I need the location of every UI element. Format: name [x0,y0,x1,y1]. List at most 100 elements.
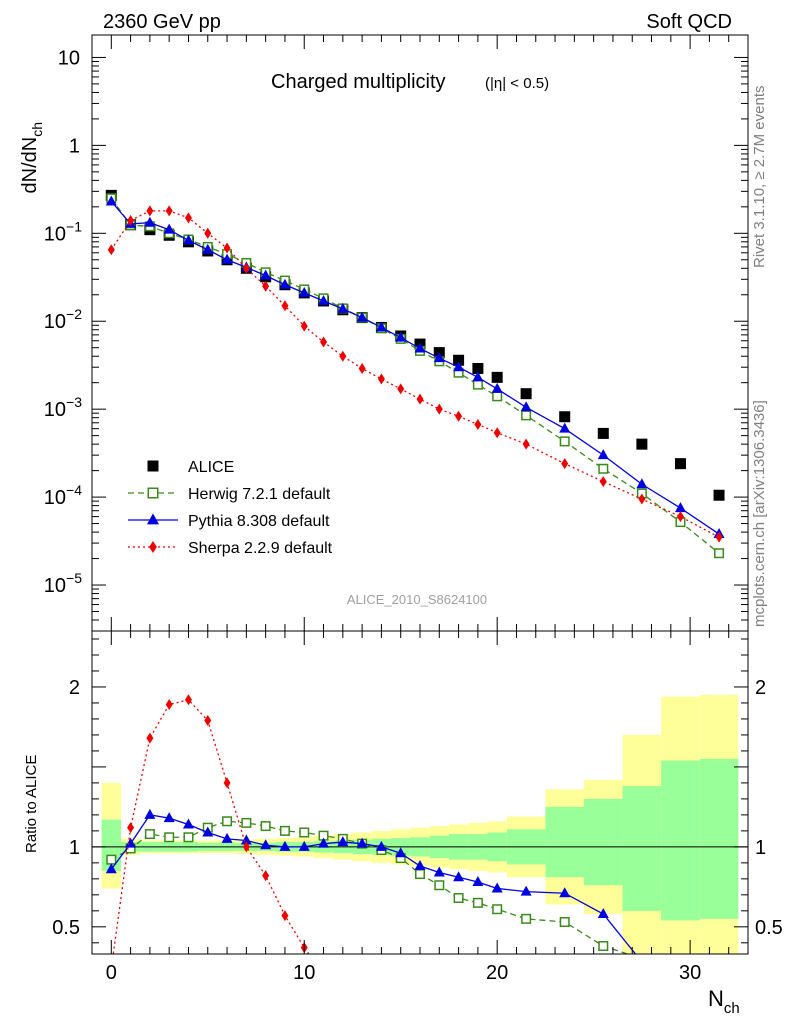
ratio-series-0-point-19 [472,897,483,908]
y-tick-label-main-2: 10−1 [44,218,82,245]
legend-marker-2 [146,513,160,525]
x-axis-label-main: N [708,986,724,1011]
main-series-3-line [110,210,720,538]
band-green-26 [699,758,739,919]
ratio-series-2-point-1 [127,822,135,834]
main-series-3-point-8 [262,280,270,292]
main-series-2-point-25 [674,502,686,513]
band-green-25 [661,760,700,921]
main-series-0-point-25 [674,458,686,470]
main-series-3-point-17 [435,403,443,415]
main-series-2-point-17 [433,352,445,363]
main-series-3-point-14 [377,373,385,385]
ratio-series-2-point-5 [204,715,212,727]
main-series-2-point-13 [356,311,368,322]
ratio-series-1-point-4 [182,818,194,829]
main-series-0-point-24 [636,438,648,450]
legend-label-1: Herwig 7.2.1 default [188,486,331,503]
main-series-2-point-24 [636,478,648,489]
main-series-3-point-18 [455,410,463,422]
ratio-series-2-point-7 [242,841,250,853]
main-series-1-point-19 [472,379,483,390]
main-series-2-point-14 [375,321,387,332]
plot-title: Charged multiplicity [271,71,446,93]
main-series-2-point-3 [163,223,175,234]
ratio-series-1-point-8 [260,839,272,850]
ratio-series-0-point-0 [106,854,117,865]
ratio-series-0-point-16 [415,869,425,880]
header-left: 2360 GeV pp [103,11,221,33]
ratio-y-axis-label: Ratio to ALICE [23,755,40,853]
main-series-2-point-23 [597,449,609,460]
x-tick-label-2: 20 [486,962,508,984]
legend-label-2: Pythia 8.308 default [188,513,330,530]
ratio-series-1-point-12 [337,836,349,847]
ratio-series-0-point-2 [144,829,155,840]
main-series-3-point-19 [474,418,482,430]
ratio-series-1-point-23 [597,908,609,919]
main-series-2-point-6 [221,253,233,264]
legend-marker-1 [147,487,159,499]
y-tick-label-main-4: 10−3 [44,394,82,421]
ratio-series-0-point-9 [279,825,290,836]
ratio-series-1-point-6 [221,832,233,843]
y-tick-label-ratio-2: 2 [69,677,80,699]
ratio-series-0-point-10 [299,827,310,838]
x-tick-label-1: 10 [293,962,315,984]
main-series-2-point-21 [520,401,532,412]
y-tick-label-main-6: 10−5 [44,570,82,597]
ratio-series-0-point-8 [260,821,271,832]
ratio-series-1-point-13 [356,837,368,848]
rivet-version-text: Rivet 3.1.10, ≥ 2.7M events [751,86,768,269]
ratio-series-1-point-21 [520,885,532,896]
ratio-series-1-point-5 [202,826,214,837]
main-series-3-point-20 [493,427,501,439]
main-series-3-point-25 [676,511,684,523]
ratio-series-0-point-6 [222,816,233,827]
main-series-3-point-3 [165,205,173,217]
main-series-2-point-11 [318,294,330,305]
main-series-3-point-0 [107,244,115,256]
ratio-series-1-point-17 [433,866,445,877]
main-series-2-point-8 [260,269,272,280]
main-series-3-point-26 [715,531,723,543]
svg-text:dN/dNch: dN/dNch [19,122,45,194]
ratio-series-1-point-19 [472,876,484,887]
ratio-series-0-point-18 [453,893,464,904]
legend-label-3: Sherpa 2.2.9 default [188,540,333,557]
y-tick-label-main-1: 1 [69,135,80,157]
main-series-3-point-12 [339,350,347,362]
main-series-2-point-15 [395,331,407,342]
ratio-series-2-point-6 [223,777,231,789]
legend-marker-0 [147,460,159,472]
main-series-3-point-6 [223,242,231,254]
main-series [105,189,725,559]
main-series-2-point-4 [182,234,194,245]
main-series-3-point-7 [242,262,250,274]
main-series-3-point-1 [127,214,135,226]
ratio-series-0-point-7 [241,817,252,828]
y-tick-label-ratio-right-2: 2 [755,677,766,699]
legend-marker-3 [149,540,157,554]
ratio-series-2-point-2 [146,732,154,744]
main-series-0-point-26 [713,489,725,501]
ratio-series-0-point-17 [434,880,445,891]
x-tick-label-0: 0 [106,962,117,984]
y-tick-label-ratio-0: 0.5 [52,917,80,939]
ratio-series-1-point-3 [163,812,175,823]
main-series-2-point-5 [202,243,214,254]
main-series-1-point-20 [492,391,503,402]
main-series-3-point-21 [522,438,530,450]
ratio-series-2-line [112,699,310,954]
main-series-3-point-23 [599,476,607,488]
main-series-2-point-22 [559,422,571,433]
ratio-series-1-point-24 [636,956,647,966]
main-series-2-point-0 [105,195,117,206]
main-series-3-point-5 [204,227,212,239]
main-series-0-point-20 [491,371,503,383]
main-series-0-point-22 [559,411,571,423]
ratio-series-1-point-18 [453,871,465,882]
main-series-2-point-18 [453,361,465,372]
ratio-series-1-point-11 [318,837,330,848]
